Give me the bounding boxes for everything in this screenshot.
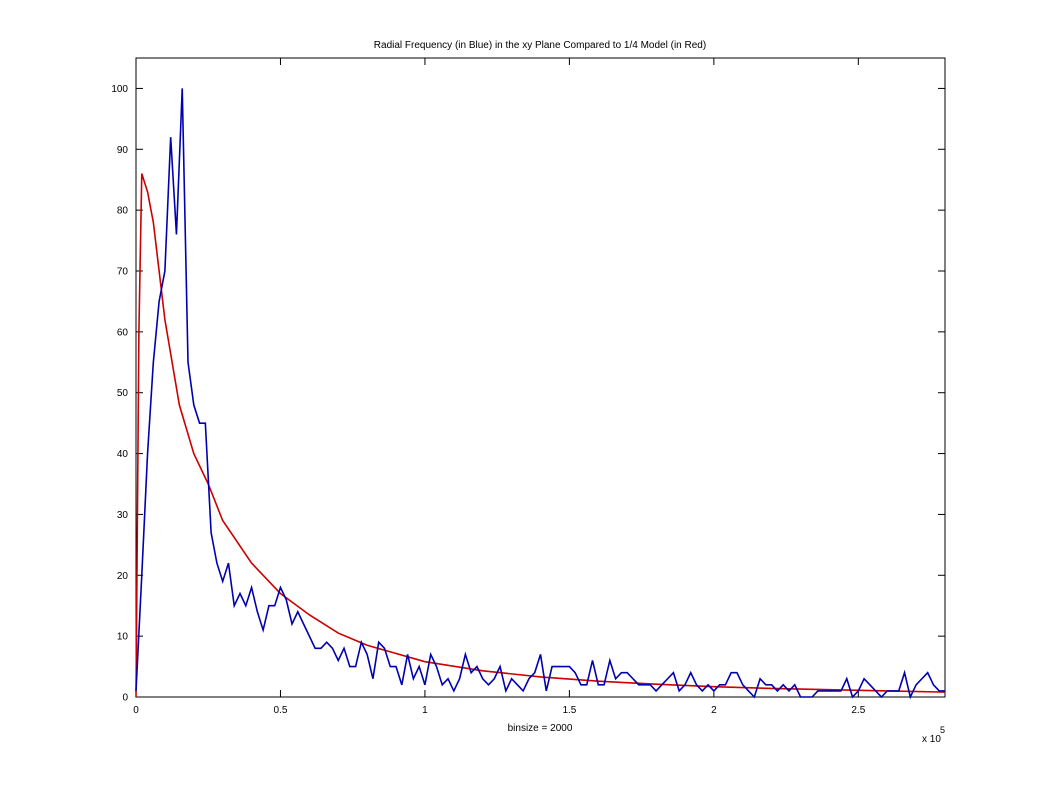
y-tick-label: 90 (117, 145, 129, 156)
x-tick-label: 1 (422, 705, 428, 716)
x-tick-label: 2 (711, 705, 717, 716)
x-tick-label: 0.5 (274, 705, 288, 716)
x-axis-label: binsize = 2000 (508, 723, 573, 734)
x-scale-label: x 10 (922, 734, 941, 745)
y-tick-label: 60 (117, 327, 129, 338)
y-tick-label: 0 (122, 693, 128, 704)
chart-title: Radial Frequency (in Blue) in the xy Pla… (374, 40, 706, 51)
y-tick-label: 30 (117, 510, 129, 521)
y-tick-label: 10 (117, 632, 129, 643)
plot-frame (135, 57, 946, 698)
series-line (135, 173, 946, 698)
y-tick-label: 100 (111, 84, 128, 95)
y-tick-label: 50 (117, 388, 129, 399)
x-scale-exponent: 5 (940, 725, 945, 735)
y-tick-label: 80 (117, 206, 129, 217)
x-tick-label: 2.5 (851, 705, 865, 716)
series-line (135, 88, 945, 700)
y-tick-label: 40 (117, 449, 129, 460)
y-tick-label: 20 (117, 571, 129, 582)
x-tick-label: 1.5 (562, 705, 576, 716)
x-tick-label: 0 (133, 705, 139, 716)
y-tick-label: 70 (117, 267, 129, 278)
